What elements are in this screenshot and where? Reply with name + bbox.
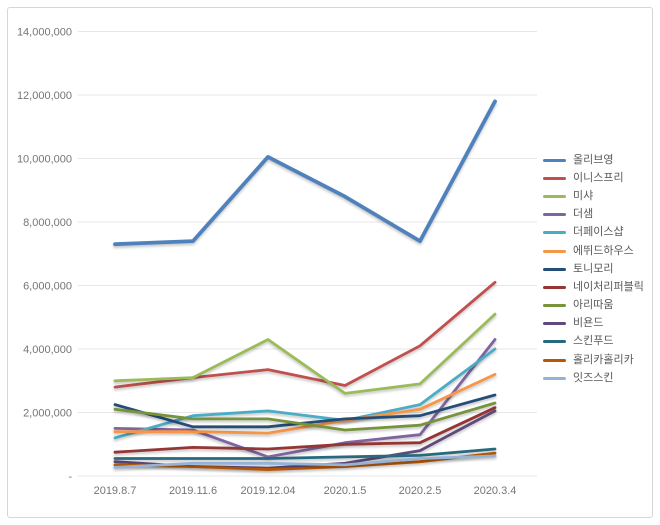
x-axis-tick-label: 2020.1.5 (324, 485, 367, 497)
series-line-8 (113, 401, 497, 432)
legend-label: 스킨푸드 (573, 335, 614, 348)
series-line-3 (113, 338, 497, 459)
series-line-4 (113, 347, 497, 440)
legend-item: 이니스프리 (543, 169, 644, 187)
legend-line-swatch (543, 340, 566, 344)
y-axis-tick-label: 8,000,000 (23, 217, 72, 229)
y-axis-tick-label: 6,000,000 (23, 281, 72, 293)
x-axis-tick-label: 2020.2.5 (399, 485, 442, 497)
legend-label: 올리브영 (573, 153, 614, 166)
legend-item: 홀리카홀리카 (543, 351, 644, 369)
legend-label: 홀리카홀리카 (573, 353, 634, 366)
y-axis-tick-label: - (68, 471, 72, 483)
legend-line-swatch (543, 285, 566, 289)
legend-line-swatch (543, 176, 566, 180)
y-axis-tick-label: 10,000,000 (17, 154, 72, 166)
legend-line-swatch (543, 194, 566, 198)
legend-item: 더페이스샵 (543, 224, 644, 242)
x-axis-tick-label: 2019.12.04 (240, 485, 295, 497)
x-axis-tick-label: 2019.11.6 (169, 485, 217, 497)
y-axis-tick-label: 12,000,000 (17, 90, 72, 102)
legend-line-swatch (543, 376, 566, 380)
legend-line-swatch (543, 249, 566, 253)
legend-line-swatch (543, 158, 566, 162)
legend-item: 에뛰드하우스 (543, 242, 644, 260)
legend-item: 더샘 (543, 206, 644, 224)
series-line-11 (113, 451, 497, 472)
y-axis-tick-label: 14,000,000 (17, 27, 72, 39)
legend-item: 토니모리 (543, 260, 644, 278)
x-axis-tick-label: 2019.8.7 (94, 485, 137, 497)
legend-label: 에뛰드하우스 (573, 244, 634, 257)
legend-item: 잇즈스킨 (543, 369, 644, 387)
legend-item: 올리브영 (543, 151, 644, 169)
legend-line-swatch (543, 231, 566, 235)
legend-label: 비욘드 (573, 317, 604, 330)
y-axis-tick-label: 2,000,000 (23, 408, 72, 420)
series-line-6 (113, 393, 497, 429)
series-line-12 (113, 454, 497, 469)
legend-line-swatch (543, 358, 566, 362)
x-axis-tick-label: 2020.3.4 (474, 485, 517, 497)
legend-label: 더샘 (573, 208, 594, 221)
legend-label: 더페이스샵 (573, 226, 624, 239)
series-line-7 (113, 406, 497, 454)
legend-item: 비욘드 (543, 315, 644, 333)
legend-label: 아리따움 (573, 299, 614, 312)
legend-label: 토니모리 (573, 262, 614, 275)
legend-item: 아리따움 (543, 297, 644, 315)
series-line-1 (113, 280, 497, 389)
series-line-2 (113, 312, 497, 395)
y-axis-tick-label: 4,000,000 (23, 344, 72, 356)
legend-item: 네이처리퍼블릭 (543, 278, 644, 296)
legend-line-swatch (543, 267, 566, 271)
legend-line-swatch (543, 322, 566, 326)
legend-line-swatch (543, 304, 566, 308)
series-line-5 (113, 372, 497, 435)
legend-item: 미샤 (543, 187, 644, 205)
series-line-10 (113, 447, 497, 460)
legend-label: 미샤 (573, 189, 594, 202)
legend-label: 잇즈스킨 (573, 371, 614, 384)
legend-item: 스킨푸드 (543, 333, 644, 351)
series-line-0 (113, 99, 497, 247)
legend-line-swatch (543, 213, 566, 217)
legend-label: 네이처리퍼블릭 (573, 280, 644, 293)
legend-label: 이니스프리 (573, 171, 624, 184)
